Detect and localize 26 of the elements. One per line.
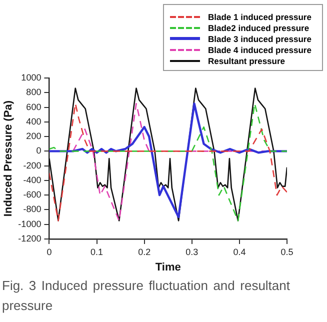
x-tick-label: 0.2 [138,246,151,257]
x-tick-label: 0.4 [233,246,246,257]
y-tick-label: 1000 [21,72,42,82]
y-tick-label: -200 [23,160,42,170]
y-tick-label: 800 [26,87,42,98]
y-tick-label: -1000 [18,218,42,229]
legend-label: Blade 1 induced pressure [208,12,312,22]
legend-label: Blade 4 induced pressure [208,44,312,54]
x-tick-label: 0 [46,246,52,257]
legend-label: Blade 3 induced pressure [208,34,312,44]
x-tick-label: 0.1 [90,246,104,257]
y-tick-label: 0 [36,146,42,156]
y-tick-label: -800 [23,204,42,214]
y-tick-label: -1200 [18,233,42,244]
legend-label: Resultant pressure [208,56,285,66]
x-tick-label: 0.3 [186,246,198,257]
y-tick-label: 600 [26,102,42,112]
y-tick-label: 200 [26,131,42,142]
x-axis-title: Time [155,261,181,274]
y-axis-title: Induced Pressure (Pa) [2,100,15,217]
y-tick-label: 400 [26,116,42,126]
legend-label: Blade2 induced pressure [208,22,310,32]
y-tick-label: -600 [23,190,42,200]
caption: Fig. 3 Induced pressure fluctuation and resultant pressure [2,277,290,315]
y-tick-label: -400 [23,174,42,185]
x-tick-label: 0.5 [280,246,294,257]
